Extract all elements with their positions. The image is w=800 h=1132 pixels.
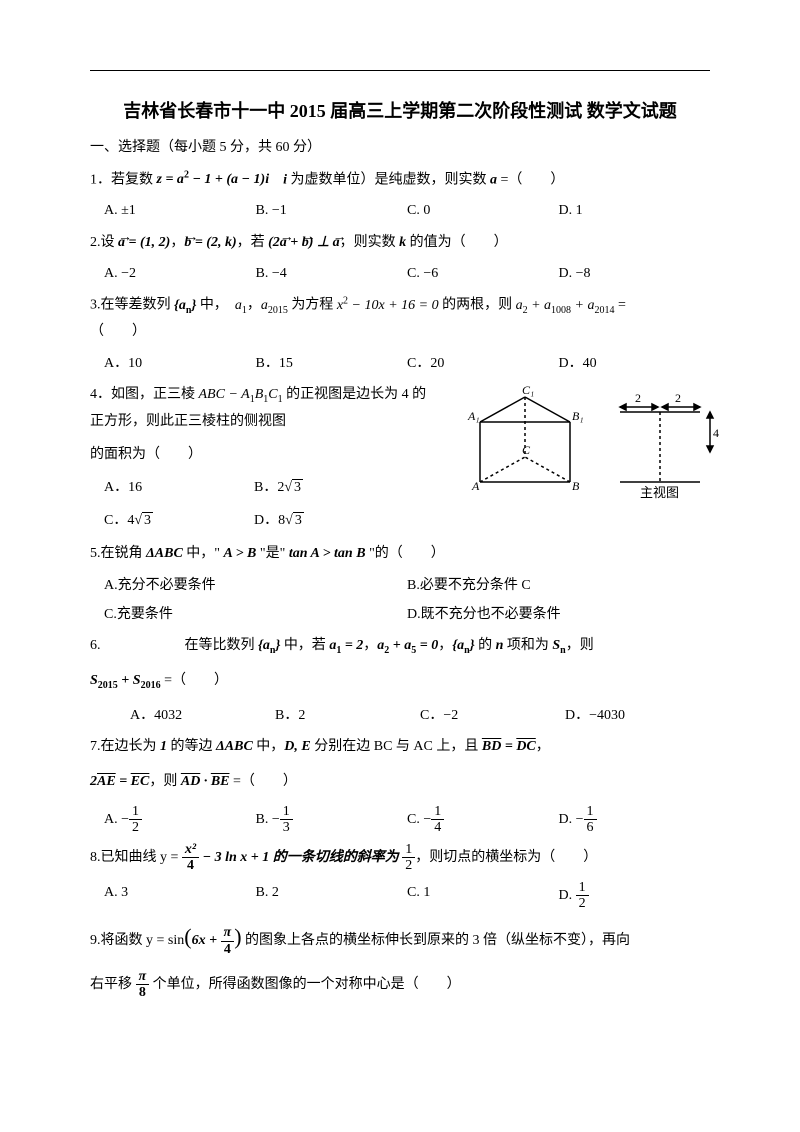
q2-opt-c: C. −6 [407, 261, 559, 286]
q1-opt-a: A. ±1 [104, 198, 256, 223]
q1-opt-c: C. 0 [407, 198, 559, 223]
section-1-header: 一、选择题（每小题 5 分，共 60 分） [90, 135, 710, 160]
svg-text:4: 4 [713, 426, 719, 440]
q4-opt-a: A．16 [104, 475, 254, 500]
question-1: 1．若复数 z = a2 − 1 + (a − 1)i i 为虚数单位）是纯虚数… [90, 167, 710, 193]
q8-options: A. 3 B. 2 C. 1 D. 12 [104, 880, 710, 912]
q5-opt-b: B.必要不充分条件 C [407, 573, 710, 598]
question-5: 5.在锐角 ΔABC 中，" A > B "是" tan A > tan B "… [90, 541, 710, 566]
q6-line-2: S2015 + S2016 =（ ） [90, 668, 710, 695]
svg-text:2: 2 [635, 391, 641, 405]
q7-line-2: 2AE = EC，则 AD · BE =（ ） [90, 769, 710, 794]
q7-opt-a: A. −12 [104, 804, 256, 836]
q2-options: A. −2 B. −4 C. −6 D. −8 [104, 261, 710, 286]
q4-opt-d: D．8√3 [254, 508, 404, 533]
q5-options-1: A.充分不必要条件 B.必要不充分条件 C [104, 573, 710, 598]
question-4-wrap: 4．如图，正三棱 ABC − A1B1C1 的正视图是边长为 4 的正方形，则此… [90, 382, 710, 534]
q6-options: A．4032 B．2 C．−2 D．−4030 [130, 703, 710, 728]
q2-opt-a: A. −2 [104, 261, 256, 286]
top-rule [90, 70, 710, 71]
q4-opt-c: C．4√3 [104, 508, 254, 533]
q5-opt-a: A.充分不必要条件 [104, 573, 407, 598]
q4-opt-b: B．2√3 [254, 475, 404, 500]
q5-opt-d: D.既不充分也不必要条件 [407, 602, 710, 627]
q1-opt-b: B. −1 [256, 198, 408, 223]
q8-opt-b: B. 2 [256, 880, 408, 912]
svg-text:A₁: A₁ [467, 409, 480, 423]
question-7: 7.在边长为 1 的等边 ΔABC 中，D, E 分别在边 BC 与 AC 上，… [90, 734, 710, 759]
q6-opt-b: B．2 [275, 703, 420, 728]
svg-text:B₁: B₁ [572, 409, 584, 423]
svg-text:B: B [572, 479, 580, 493]
svg-text:C₁: C₁ [522, 383, 534, 397]
q3-opt-d: D．40 [559, 351, 711, 376]
q3-opt-b: B．15 [256, 351, 408, 376]
q9-line-2: 右平移 π8 个单位，所得函数图像的一个对称中心是（ ） [90, 969, 710, 1001]
q3-opt-c: C．20 [407, 351, 559, 376]
q1-options: A. ±1 B. −1 C. 0 D. 1 [104, 198, 710, 223]
q2-opt-d: D. −8 [559, 261, 711, 286]
svg-text:A: A [471, 479, 480, 493]
q8-opt-a: A. 3 [104, 880, 256, 912]
q7-options: A. −12 B. −13 C. −14 D. −16 [104, 804, 710, 836]
q4-diagram: A B C A₁ B₁ C₁ 2 [460, 382, 720, 502]
question-9: 9.将函数 y = sin(6x + π4) 的图象上各点的横坐标伸长到原来的 … [90, 917, 710, 957]
q3-opt-a: A．10 [104, 351, 256, 376]
question-3: 3.在等差数列 {an} 中， a1，a2015 为方程 x2 − 10x + … [90, 292, 710, 345]
q5-opt-c: C.充要条件 [104, 602, 407, 627]
prism-diagram: A B C A₁ B₁ C₁ 2 [460, 382, 720, 502]
svg-text:主视图: 主视图 [640, 485, 679, 500]
q1-opt-d: D. 1 [559, 198, 711, 223]
q6-opt-d: D．−4030 [565, 703, 710, 728]
q7-opt-b: B. −13 [256, 804, 408, 836]
question-2: 2.设 →a = (1, 2)，→b = (2, k)，若 (2→a + →b)… [90, 230, 710, 255]
q8-opt-d: D. 12 [559, 880, 711, 912]
q1-text: 1．若复数 z = a2 − 1 + (a − 1)i i 为虚数单位）是纯虚数… [90, 172, 564, 187]
svg-text:C: C [522, 443, 531, 457]
exam-title: 吉林省长春市十一中 2015 届高三上学期第二次阶段性测试 数学文试题 [90, 95, 710, 127]
q7-opt-c: C. −14 [407, 804, 559, 836]
q3-options: A．10 B．15 C．20 D．40 [104, 351, 710, 376]
q7-opt-d: D. −16 [559, 804, 711, 836]
q5-options-2: C.充要条件 D.既不充分也不必要条件 [104, 602, 710, 627]
q8-opt-c: C. 1 [407, 880, 559, 912]
question-6: 6. 在等比数列 {an} 中，若 a1 = 2，a2 + a5 = 0，{an… [90, 633, 710, 660]
q6-opt-c: C．−2 [420, 703, 565, 728]
q6-opt-a: A．4032 [130, 703, 275, 728]
q2-opt-b: B. −4 [256, 261, 408, 286]
question-8: 8.已知曲线 y = x²4 − 3 ln x + 1 的一条切线的斜率为 12… [90, 842, 710, 874]
svg-text:2: 2 [675, 391, 681, 405]
